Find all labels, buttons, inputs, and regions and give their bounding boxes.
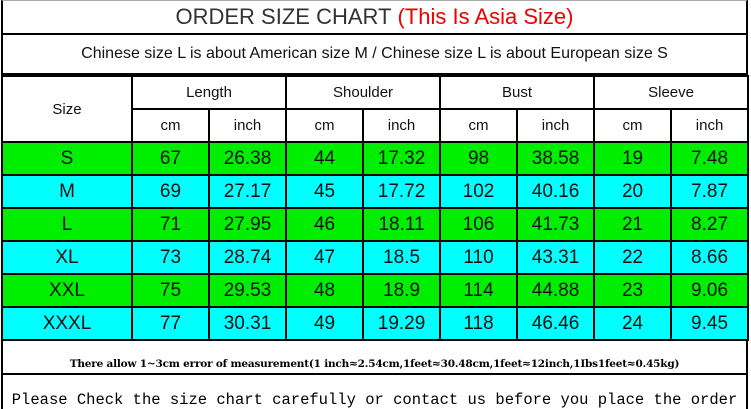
unit-header: cm: [439, 108, 519, 143]
measurement-note: There allow 1~3cm error of measurement(1…: [1, 341, 748, 375]
table-row: XXXL 77 30.31 49 19.29 118 46.46 24 9.45: [1, 306, 750, 341]
value-cell: 77: [131, 306, 210, 341]
table-row: L 71 27.95 46 18.11 106 41.73 21 8.27: [1, 207, 750, 242]
value-cell: 48: [285, 273, 365, 308]
size-cell: XXL: [1, 273, 133, 308]
value-cell: 8.27: [670, 207, 750, 242]
unit-header: cm: [285, 108, 365, 143]
header-row-units: cm inch cm inch cm inch cm inch: [2, 108, 750, 143]
value-cell: 19.29: [362, 306, 442, 341]
value-cell: 44: [285, 141, 365, 176]
value-cell: 40.16: [516, 174, 596, 209]
value-cell: 7.87: [670, 174, 750, 209]
value-cell: 7.48: [670, 141, 750, 176]
unit-header: inch: [516, 108, 596, 143]
group-header: Length: [130, 75, 288, 110]
value-cell: 17.32: [362, 141, 442, 176]
value-cell: 26.38: [207, 141, 288, 176]
value-cell: 18.5: [362, 240, 442, 275]
value-cell: 45: [285, 174, 365, 209]
value-cell: 114: [439, 273, 519, 308]
value-cell: 24: [593, 306, 673, 341]
footer-notice: Please Check the size chart carefully or…: [1, 375, 748, 409]
value-cell: 8.66: [670, 240, 750, 275]
group-header: Sleeve: [593, 75, 750, 110]
value-cell: 46.46: [516, 306, 596, 341]
title-highlight: (This Is Asia Size): [397, 4, 574, 29]
unit-header: inch: [362, 108, 442, 143]
group-header: Shoulder: [285, 75, 442, 110]
value-cell: 27.95: [207, 207, 288, 242]
value-cell: 98: [439, 141, 519, 176]
table-row: S 67 26.38 44 17.32 98 38.58 19 7.48: [1, 141, 750, 176]
unit-header: inch: [207, 108, 288, 143]
value-cell: 18.11: [362, 207, 442, 242]
unit-header: inch: [670, 108, 750, 143]
header-row-groups: Size Length Shoulder Bust Sleeve: [1, 75, 750, 143]
value-cell: 106: [439, 207, 519, 242]
size-cell: XL: [1, 240, 133, 275]
subtitle-text: Chinese size L is about American size M …: [81, 45, 668, 62]
value-cell: 29.53: [207, 273, 288, 308]
value-cell: 43.31: [516, 240, 596, 275]
value-cell: 22: [593, 240, 673, 275]
size-table: Size Length Shoulder Bust Sleeve cm inch c…: [1, 75, 750, 341]
value-cell: 73: [131, 240, 210, 275]
value-cell: 27.17: [207, 174, 288, 209]
value-cell: 19: [593, 141, 673, 176]
value-cell: 102: [439, 174, 519, 209]
value-cell: 28.74: [207, 240, 288, 275]
value-cell: 23: [593, 273, 673, 308]
size-cell: S: [1, 141, 133, 176]
value-cell: 67: [131, 141, 210, 176]
value-cell: 38.58: [516, 141, 596, 176]
size-header: Size: [1, 75, 133, 143]
table-row: XXL 75 29.53 48 18.9 114 44.88 23 9.06: [1, 273, 750, 308]
value-cell: 20: [593, 174, 673, 209]
table-row: XL 73 28.74 47 18.5 110 43.31 22 8.66: [1, 240, 750, 275]
value-cell: 118: [439, 306, 519, 341]
value-cell: 41.73: [516, 207, 596, 242]
group-header: Bust: [439, 75, 596, 110]
title-main: ORDER SIZE CHART: [175, 4, 392, 29]
value-cell: 75: [131, 273, 210, 308]
size-cell: XXXL: [1, 306, 133, 341]
value-cell: 46: [285, 207, 365, 242]
value-cell: 71: [131, 207, 210, 242]
chart-title: ORDER SIZE CHART (This Is Asia Size): [1, 0, 748, 35]
size-cell: M: [1, 174, 133, 209]
value-cell: 17.72: [362, 174, 442, 209]
value-cell: 21: [593, 207, 673, 242]
value-cell: 49: [285, 306, 365, 341]
value-cell: 9.06: [670, 273, 750, 308]
unit-header: cm: [593, 108, 673, 143]
size-conversion-note: Chinese size L is about American size M …: [1, 35, 748, 75]
footer-text: Please Check the size chart carefully or…: [11, 391, 738, 409]
value-cell: 110: [439, 240, 519, 275]
value-cell: 9.45: [670, 306, 750, 341]
value-cell: 30.31: [207, 306, 288, 341]
value-cell: 47: [285, 240, 365, 275]
value-cell: 44.88: [516, 273, 596, 308]
size-cell: L: [1, 207, 133, 242]
note-text: There allow 1~3cm error of measurement(1…: [69, 358, 680, 370]
table-row: M 69 27.17 45 17.72 102 40.16 20 7.87: [1, 174, 750, 209]
value-cell: 69: [131, 174, 210, 209]
value-cell: 18.9: [362, 273, 442, 308]
unit-header: cm: [131, 108, 210, 143]
